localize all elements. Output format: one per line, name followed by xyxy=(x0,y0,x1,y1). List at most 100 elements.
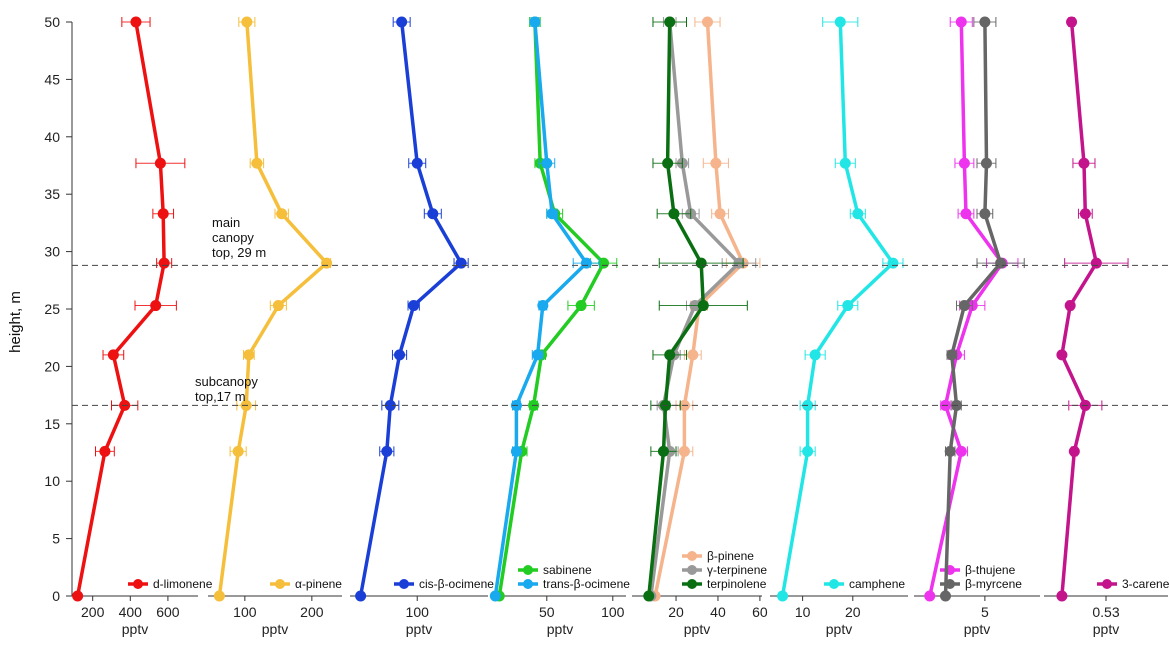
legend-entry: β-thujene xyxy=(940,563,1016,577)
x-unit-label: pptv xyxy=(547,621,573,637)
legend-swatch-marker xyxy=(687,565,697,575)
annotations: maincanopytop, 29 msubcanopytop,17 m xyxy=(195,215,266,404)
x-tick-label: 10 xyxy=(795,604,811,620)
data-point xyxy=(1056,349,1067,360)
data-point xyxy=(662,158,673,169)
annotation-text-main-canopy: main xyxy=(212,215,240,230)
data-point xyxy=(959,158,970,169)
x-tick-label: 20 xyxy=(668,604,684,620)
annotation-text-subcanopy: subcanopy xyxy=(195,374,258,389)
series-line xyxy=(219,22,326,596)
data-point xyxy=(956,17,967,28)
series-cis-β-ocimene xyxy=(355,17,468,602)
x-tick-label: 60 xyxy=(752,604,768,620)
data-point xyxy=(777,591,788,602)
data-point xyxy=(1078,158,1089,169)
legend-label: cis-β-ocimene xyxy=(419,577,494,591)
x-unit-label: pptv xyxy=(1093,621,1119,637)
data-point xyxy=(155,158,166,169)
data-point xyxy=(698,300,709,311)
panel-sabinene: 50 100pptvsabinenetrans-β-ocimene xyxy=(490,17,630,638)
x-tick-label: 20 xyxy=(845,604,861,620)
x-unit-label: pptv xyxy=(262,621,288,637)
y-tick-label: 0 xyxy=(52,588,60,604)
legend-label: β-pinene xyxy=(707,549,754,563)
annotation-text-main-canopy: canopy xyxy=(212,230,254,245)
x-tick-label: 100 xyxy=(233,604,257,620)
data-point xyxy=(802,446,813,457)
y-axis-label: height, m xyxy=(7,291,24,353)
data-point xyxy=(490,591,501,602)
legend-entry: 3-carene xyxy=(1097,577,1170,591)
legend-swatch-marker xyxy=(687,551,697,561)
legend-label: sabinene xyxy=(543,563,592,577)
data-point xyxy=(1069,446,1080,457)
data-point xyxy=(1080,208,1091,219)
panel-ocimene: 100pptvcis-β-ocimene xyxy=(350,17,494,638)
data-point xyxy=(427,208,438,219)
legend-entry: sabinene xyxy=(518,563,592,577)
data-point xyxy=(233,446,244,457)
data-point xyxy=(946,349,957,360)
y-tick-label: 15 xyxy=(44,416,60,432)
legend-swatch-marker xyxy=(399,579,409,589)
data-point xyxy=(679,446,690,457)
data-point xyxy=(381,446,392,457)
data-point xyxy=(664,17,675,28)
data-point xyxy=(581,258,592,269)
data-point xyxy=(945,446,956,457)
data-point xyxy=(1065,300,1076,311)
data-point xyxy=(159,258,170,269)
legend-swatch-marker xyxy=(275,579,285,589)
data-point xyxy=(396,17,407,28)
legend-entry: trans-β-ocimene xyxy=(518,577,630,591)
legend-label: α-pinene xyxy=(295,577,342,591)
legend-label: β-myrcene xyxy=(965,577,1022,591)
data-point xyxy=(541,158,552,169)
legend-entry: d-limonene xyxy=(128,577,213,591)
data-point xyxy=(1091,258,1102,269)
data-point xyxy=(158,208,169,219)
data-point xyxy=(979,208,990,219)
panel-terpinene: 20 40 60 pptv β-pineneγ-terpineneterpinolene xyxy=(632,17,768,638)
x-tick-label: 0.53 xyxy=(1092,604,1119,620)
legend-label: 3-carene xyxy=(1122,577,1170,591)
x-unit-label: pptv xyxy=(122,621,148,637)
data-point xyxy=(412,158,423,169)
data-point xyxy=(940,591,951,602)
data-point xyxy=(408,300,419,311)
annotation-text-subcanopy: top,17 m xyxy=(195,389,246,404)
data-point xyxy=(979,17,990,28)
y-tick-label: 25 xyxy=(44,301,60,317)
data-point xyxy=(924,591,935,602)
x-unit-label: pptv xyxy=(684,621,710,637)
data-point xyxy=(576,300,587,311)
series-sabinene xyxy=(494,17,617,602)
data-point xyxy=(537,300,548,311)
series-α-pinene xyxy=(214,17,332,602)
x-tick-label: 40 xyxy=(710,604,726,620)
legend-entry: γ-terpinene xyxy=(682,563,767,577)
data-point xyxy=(960,208,971,219)
data-point xyxy=(456,258,467,269)
legend-entry: terpinolene xyxy=(682,577,767,591)
data-point xyxy=(355,591,366,602)
data-point xyxy=(108,349,119,360)
y-tick-label: 5 xyxy=(52,531,60,547)
data-point xyxy=(687,349,698,360)
data-point xyxy=(668,208,679,219)
y-tick-label: 20 xyxy=(44,358,60,374)
legend-entry: camphene xyxy=(824,577,905,591)
series-d-limonene xyxy=(72,17,185,602)
series-line xyxy=(499,22,603,596)
legend-label: γ-terpinene xyxy=(707,563,767,577)
data-point xyxy=(842,300,853,311)
x-tick-label: 400 xyxy=(119,604,143,620)
legend-label: terpinolene xyxy=(707,577,767,591)
legend-swatch-marker xyxy=(523,579,533,589)
x-tick-label: 5 xyxy=(981,604,989,620)
data-point xyxy=(251,158,262,169)
data-point xyxy=(702,17,713,28)
data-point xyxy=(959,300,970,311)
